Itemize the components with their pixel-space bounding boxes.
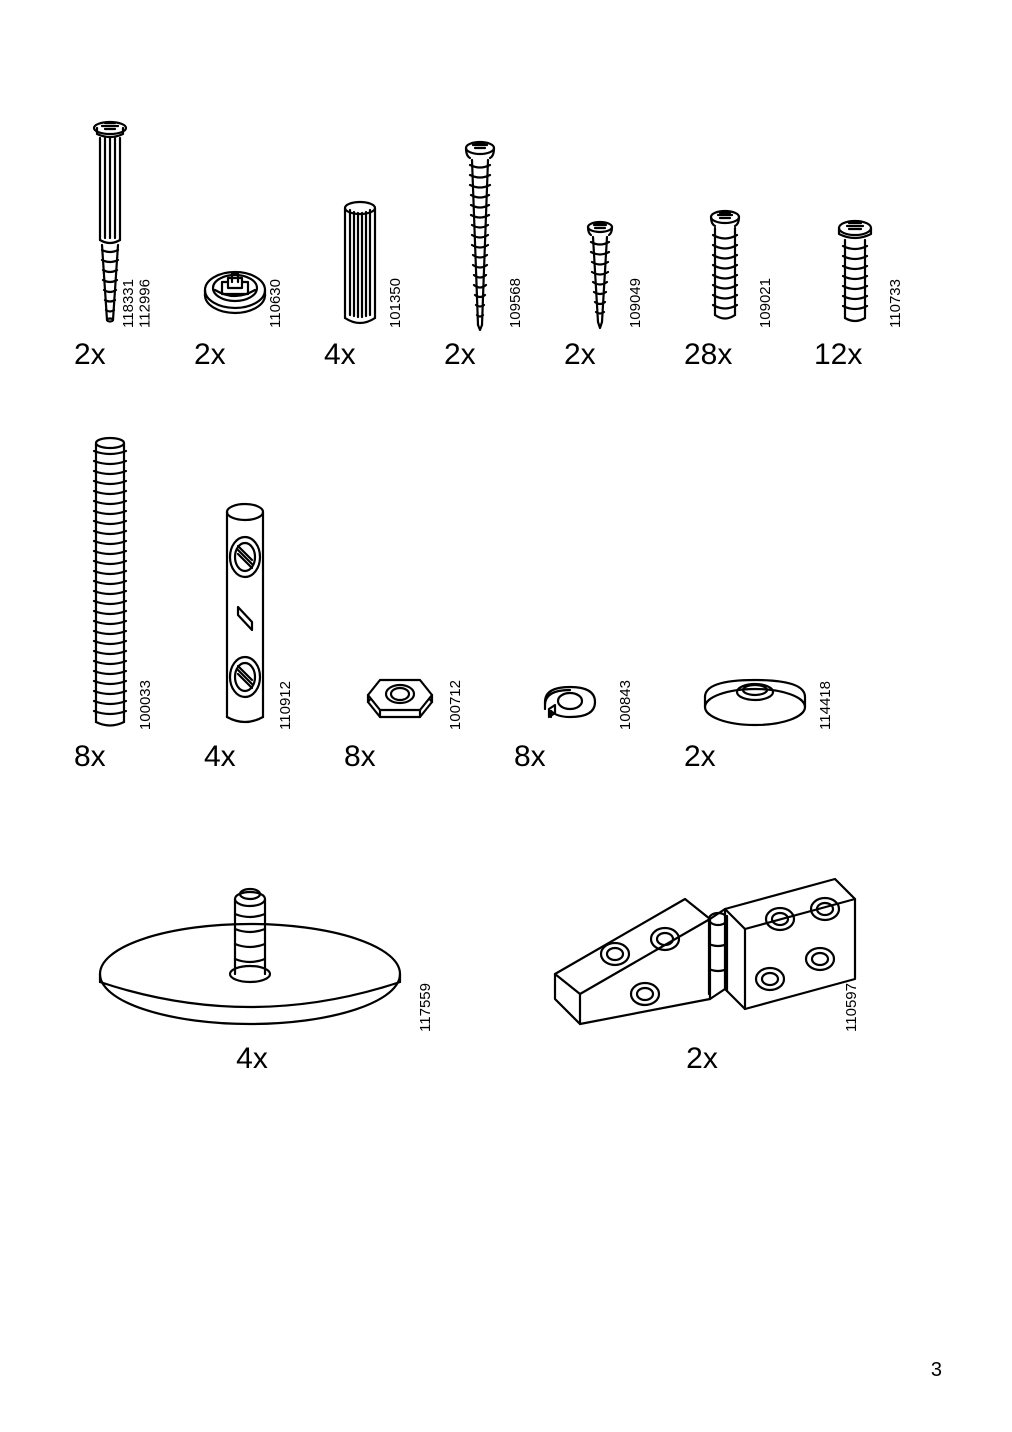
qty-label: 12x (810, 338, 900, 372)
part-100712: 100712 8x (340, 652, 460, 774)
part-101350: 101350 4x (320, 180, 400, 372)
part-number-label: 101350 (387, 278, 404, 328)
part-110630: 110630 2x (190, 220, 280, 372)
part-109568: 109568 2x (440, 130, 520, 372)
part-number-label: 100033 (137, 680, 154, 730)
part-number-label: 117559 (417, 983, 434, 1032)
part-118331-112996: 118331 112996 2x (70, 120, 150, 372)
qty-label: 2x (520, 1042, 880, 1076)
qty-label: 4x (200, 740, 290, 774)
part-number-label: 109568 (507, 278, 524, 328)
part-110912: 110912 4x (200, 492, 290, 774)
qty-label: 4x (320, 338, 400, 372)
part-109049: 109049 2x (560, 210, 640, 372)
part-number-label: 118331 112996 (121, 279, 154, 328)
part-117559: 117559 4x (70, 834, 430, 1076)
qty-label: 2x (560, 338, 640, 372)
parts-row-1: 118331 112996 2x 110630 (70, 120, 942, 372)
parts-row-3: 117559 4x (70, 834, 942, 1076)
qty-label: 8x (340, 740, 460, 774)
part-number-label: 109049 (627, 278, 644, 328)
part-100033: 100033 8x (70, 432, 150, 774)
parts-row-2: 100033 8x (70, 432, 942, 774)
part-number-label: 100712 (447, 680, 464, 730)
part-100843: 100843 8x (510, 662, 630, 774)
qty-label: 2x (680, 740, 830, 774)
qty-label: 8x (510, 740, 630, 774)
part-109021: 109021 28x (680, 200, 770, 372)
part-114418: 114418 2x (680, 652, 830, 774)
part-number-label: 109021 (757, 278, 774, 328)
qty-label: 2x (70, 338, 150, 372)
qty-label: 8x (70, 740, 150, 774)
part-110733: 110733 12x (810, 210, 900, 372)
page-number: 3 (931, 1359, 942, 1382)
part-number-label: 100843 (617, 680, 634, 730)
qty-label: 2x (190, 338, 280, 372)
qty-label: 2x (440, 338, 520, 372)
qty-label: 4x (70, 1042, 430, 1076)
part-number-label: 110912 (277, 681, 294, 730)
part-number-label: 110733 (887, 279, 904, 328)
part-number-label: 110630 (267, 279, 284, 328)
qty-label: 28x (680, 338, 770, 372)
part-110597: 110597 2x (520, 834, 880, 1076)
instruction-page: 118331 112996 2x 110630 (0, 0, 1012, 1432)
part-number-label: 110597 (843, 983, 860, 1032)
part-number-label: 114418 (817, 681, 834, 730)
